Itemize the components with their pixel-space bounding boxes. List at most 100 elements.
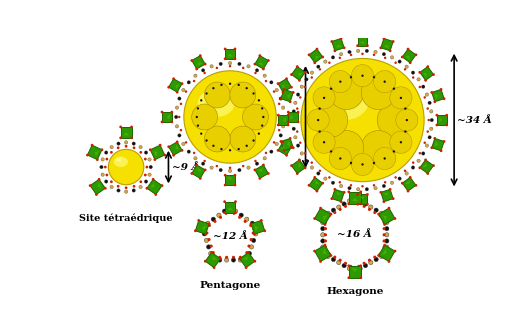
Circle shape [258,133,260,135]
Circle shape [191,59,193,62]
Polygon shape [227,177,233,180]
Polygon shape [88,145,102,160]
Circle shape [407,190,409,192]
Circle shape [292,118,295,122]
Circle shape [347,199,352,203]
Circle shape [254,72,257,74]
Circle shape [304,71,307,74]
Circle shape [267,172,270,175]
Polygon shape [147,179,162,194]
Circle shape [324,233,327,236]
Circle shape [393,88,395,90]
Circle shape [204,260,207,263]
Circle shape [180,103,182,105]
Circle shape [436,124,438,126]
Circle shape [252,139,255,142]
Circle shape [197,124,199,127]
Circle shape [233,212,236,215]
Circle shape [250,221,254,225]
Ellipse shape [330,89,346,102]
Circle shape [252,92,255,95]
Text: ~27 Å: ~27 Å [309,112,343,122]
Circle shape [208,224,211,227]
Circle shape [258,99,260,101]
Circle shape [254,232,258,236]
Ellipse shape [117,158,121,162]
Circle shape [377,254,380,257]
Circle shape [224,174,226,176]
Circle shape [246,145,248,147]
Circle shape [117,189,120,192]
Circle shape [286,124,290,126]
Ellipse shape [329,75,364,110]
Circle shape [429,110,433,113]
Circle shape [357,202,361,205]
Circle shape [199,54,202,57]
Circle shape [253,233,256,236]
Polygon shape [197,168,202,172]
Polygon shape [255,56,268,69]
Circle shape [238,257,241,260]
Circle shape [161,184,164,187]
Circle shape [178,116,180,118]
Polygon shape [290,115,293,120]
Circle shape [440,149,442,152]
Circle shape [204,160,206,162]
Polygon shape [292,67,305,80]
Circle shape [282,88,285,91]
Ellipse shape [205,82,231,108]
Circle shape [348,276,350,279]
Circle shape [373,162,375,164]
Circle shape [130,126,133,128]
Circle shape [405,172,408,175]
Circle shape [277,149,279,152]
Circle shape [208,238,211,241]
Circle shape [161,121,163,123]
Circle shape [308,184,310,187]
Circle shape [255,162,258,165]
Circle shape [98,178,100,181]
Polygon shape [150,183,154,188]
Circle shape [412,161,414,164]
Circle shape [202,162,205,165]
Circle shape [163,154,166,156]
Circle shape [339,57,341,59]
Circle shape [329,213,333,215]
Polygon shape [281,84,285,89]
Circle shape [193,152,195,154]
Circle shape [194,74,197,77]
Circle shape [328,214,331,217]
Circle shape [313,250,316,252]
Circle shape [373,54,375,56]
Circle shape [249,245,254,249]
Circle shape [382,37,385,40]
Circle shape [202,232,207,236]
Circle shape [324,244,326,246]
Circle shape [208,222,210,225]
Circle shape [280,97,282,100]
Circle shape [339,184,343,188]
Circle shape [144,158,147,160]
Circle shape [300,85,304,88]
Circle shape [330,88,332,90]
Circle shape [161,111,163,113]
Circle shape [295,119,297,121]
Circle shape [215,67,218,69]
Circle shape [425,144,428,147]
Circle shape [305,159,308,163]
Circle shape [273,90,275,93]
Circle shape [362,163,364,165]
Circle shape [349,202,352,205]
Circle shape [101,158,104,161]
Circle shape [356,203,359,206]
Polygon shape [360,41,365,44]
Circle shape [187,81,191,84]
Polygon shape [202,225,206,231]
Circle shape [249,224,252,227]
Circle shape [294,136,297,139]
Ellipse shape [205,126,231,152]
Text: ~12 Å: ~12 Å [212,232,248,241]
Polygon shape [225,202,236,213]
Circle shape [390,181,394,184]
Circle shape [146,166,148,168]
